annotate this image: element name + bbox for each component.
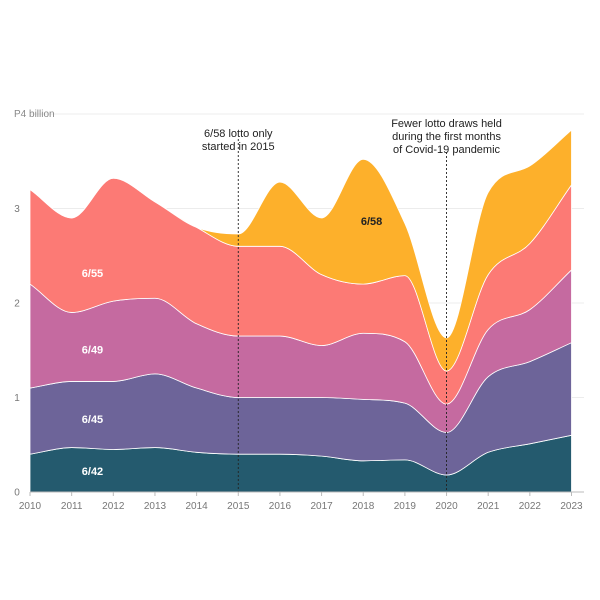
annotation-text: Fewer lotto draws held <box>391 118 502 130</box>
x-tick-label: 2018 <box>352 501 375 512</box>
x-tick-label: 2015 <box>227 501 250 512</box>
series-label-6-45: 6/45 <box>82 414 103 426</box>
series-label-6-55: 6/55 <box>82 268 103 280</box>
annotation-text: started in 2015 <box>202 141 275 153</box>
x-axis-ticks: 2010 2011 2012 2013 2014 2015 2016 2017 2018 2019… <box>19 492 583 512</box>
y-tick-label: 2 <box>14 299 20 310</box>
area-6-58 <box>29 129 572 372</box>
annotation-text: of Covid-19 pandemic <box>393 144 501 156</box>
x-tick-label: 2017 <box>310 501 333 512</box>
annotation-lines <box>237 139 447 492</box>
x-tick-label: 2022 <box>519 501 542 512</box>
x-tick-label: 2020 <box>435 501 458 512</box>
y-unit-label: P4 billion <box>14 109 55 120</box>
x-tick-label: 2021 <box>477 501 500 512</box>
series-label-6-58: 6/58 <box>361 216 382 228</box>
x-tick-label: 2012 <box>102 501 125 512</box>
y-axis-ticks: 0 1 2 3 <box>14 204 20 499</box>
y-tick-label: 1 <box>14 393 20 404</box>
x-tick-label: 2016 <box>269 501 292 512</box>
x-tick-label: 2010 <box>19 501 42 512</box>
area-layers <box>29 129 572 493</box>
y-tick-label: 3 <box>14 204 20 215</box>
series-labels: 6/42 6/45 6/49 6/55 6/58 <box>82 216 383 478</box>
x-tick-label: 2014 <box>185 501 208 512</box>
y-tick-label: 0 <box>14 488 20 499</box>
x-tick-label: 2013 <box>144 501 167 512</box>
annotation-text: during the first months <box>392 131 501 143</box>
x-tick-label: 2019 <box>394 501 417 512</box>
series-label-6-49: 6/49 <box>82 344 103 356</box>
annotation-text: 6/58 lotto only <box>204 128 273 140</box>
x-tick-label: 2011 <box>61 501 83 512</box>
series-label-6-42: 6/42 <box>82 466 103 478</box>
x-tick-label: 2023 <box>560 501 583 512</box>
